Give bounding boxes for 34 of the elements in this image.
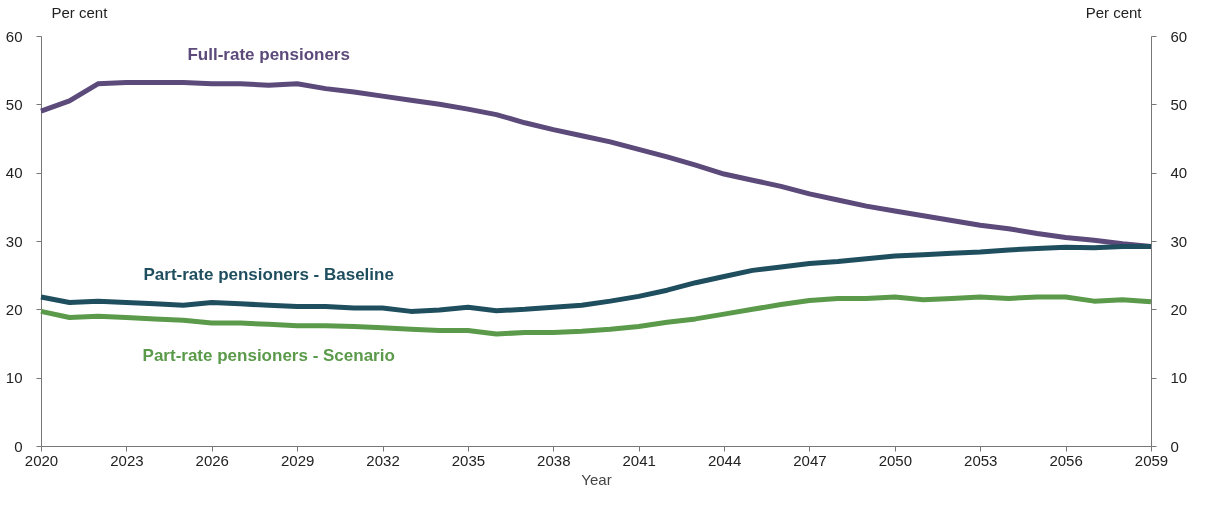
- x-tick-label: 2023: [110, 451, 144, 469]
- x-tick-label: 2035: [451, 451, 486, 469]
- y-tick-label: 60: [5, 27, 23, 45]
- y2-tick-label: 30: [1170, 232, 1188, 250]
- y2-tick-label: 0: [1170, 437, 1179, 455]
- x-tick-label: 2059: [1134, 451, 1169, 469]
- y2-axis-title: Per cent: [1085, 3, 1143, 21]
- x-axis-title: Year: [581, 470, 612, 488]
- y2-tick-label: 40: [1170, 164, 1188, 182]
- series-label: Full-rate pensioners: [187, 45, 350, 65]
- y-tick-label: 30: [5, 232, 23, 250]
- y2-tick-label: 60: [1170, 27, 1188, 45]
- x-tick-label: 2044: [707, 451, 742, 469]
- y-tick-label: 0: [14, 437, 23, 455]
- y-tick-label: 10: [5, 369, 23, 387]
- x-tick-label: 2038: [537, 451, 571, 469]
- x-tick-label: 2047: [793, 451, 827, 469]
- y2-tick-label: 20: [1170, 300, 1188, 318]
- series-label: Part-rate pensioners - Baseline: [143, 265, 394, 285]
- x-tick-label: 2026: [195, 451, 229, 469]
- x-tick-label: 2050: [878, 451, 913, 469]
- y-tick-label: 40: [5, 164, 23, 182]
- y2-tick-label: 50: [1170, 95, 1188, 113]
- y-tick-label: 20: [5, 300, 23, 318]
- x-tick-label: 2056: [1049, 451, 1083, 469]
- x-tick-label: 2029: [280, 451, 315, 469]
- y-tick-label: 50: [5, 95, 23, 113]
- x-tick-label: 2053: [964, 451, 998, 469]
- x-tick-label: 2041: [622, 451, 656, 469]
- series-label: Part-rate pensioners - Scenario: [142, 346, 395, 366]
- x-tick-label: 2020: [24, 451, 59, 469]
- x-tick-label: 2032: [366, 451, 400, 469]
- y-axis-title: Per cent: [51, 3, 109, 21]
- y2-tick-label: 10: [1170, 369, 1188, 387]
